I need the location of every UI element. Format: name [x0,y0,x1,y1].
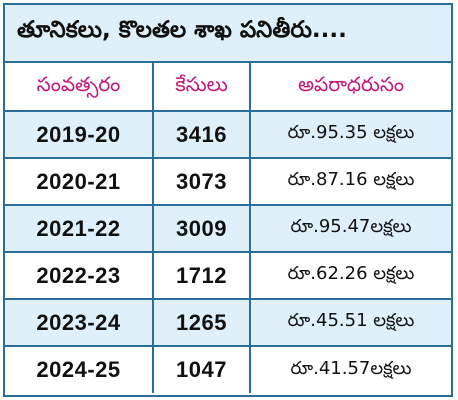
header-row: సంవత్సరం కేసులు అపరాధరుసం [5,63,451,112]
cases-cell: 3073 [153,158,251,206]
column-header-fine: అపరాధరుసం [250,63,451,112]
table-row: 2023-24 1265 రూ.45.51 లక్షలు [5,299,451,347]
cases-cell: 3009 [153,205,251,253]
fine-amount-cell: రూ.87.16 లక్షలు [250,158,451,206]
cases-cell: 3416 [153,111,251,159]
fine-amount-cell: రూ.95.35 లక్షలు [250,111,451,159]
column-header-cases: కేసులు [153,63,251,112]
cases-cell: 1047 [153,346,251,393]
table-row: 2019-20 3416 రూ.95.35 లక్షలు [5,111,451,159]
fine-amount-cell: రూ.41.57లక్షలు [290,357,412,379]
fine-amount-cell: రూ.62.26 లక్షలు [250,252,451,300]
fine-amount-cell: రూ.45.51 లక్షలు [250,299,451,347]
data-table: సంవత్సరం కేసులు అపరాధరుసం 2019-20 3416 ర… [5,63,451,393]
table-title: తూనికలు, కొలతల శాఖ పనితీరు.... [5,5,451,63]
fine-amount-cell: రూ.95.47లక్షలు [250,205,451,253]
table-row: 2021-22 3009 రూ.95.47లక్షలు [5,205,451,253]
table-row: 2022-23 1712 రూ.62.26 లక్షలు [5,252,451,300]
table-row: 2024-25 1047 రూ.41.57లక్షలు [5,346,451,393]
year-cell: 2023-24 [5,299,154,347]
cases-cell: 1712 [153,252,251,300]
table-row: 2020-21 3073 రూ.87.16 లక్షలు [5,158,451,206]
year-cell: 2020-21 [5,158,154,206]
year-cell: 2021-22 [5,205,154,253]
column-header-year: సంవత్సరం [5,63,154,112]
table-card: తూనికలు, కొలతల శాఖ పనితీరు.... సంవత్సరం … [3,3,453,397]
year-cell: 2024-25 [5,346,154,393]
cases-cell: 1265 [153,299,251,347]
year-cell: 2022-23 [5,252,154,300]
year-cell: 2019-20 [5,111,154,159]
